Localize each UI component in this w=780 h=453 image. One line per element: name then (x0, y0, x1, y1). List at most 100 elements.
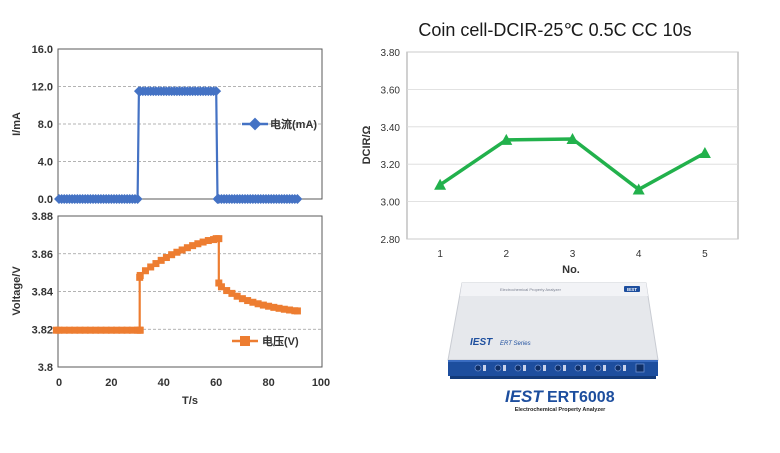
device-base (450, 376, 656, 379)
data-point (292, 194, 303, 204)
y-tick-label: 3.40 (381, 123, 401, 134)
voltage-legend-marker (240, 336, 250, 346)
x-tick-label: 1 (437, 249, 443, 260)
current-legend-label: 电流(mA) (270, 117, 317, 131)
device-top-brand: IEST (470, 337, 493, 348)
data-point (92, 326, 100, 334)
dcir-y-ticks: 2.80 3.00 3.20 3.40 3.60 3.80 (381, 48, 401, 246)
data-point (566, 132, 579, 144)
data-point (136, 326, 144, 334)
data-point (286, 306, 294, 314)
device-port (494, 364, 502, 372)
voltage-x-axis-label: T/s (182, 395, 198, 407)
data-point (194, 240, 202, 248)
data-point (60, 326, 68, 334)
device-port (594, 364, 602, 372)
current-y-axis-label: I/mA (11, 112, 23, 136)
data-point (254, 300, 262, 308)
y-tick-label: 3.84 (32, 287, 54, 299)
data-point (223, 287, 231, 295)
current-legend: 电流(mA) (242, 117, 317, 131)
voltage-chart: 3.8 3.82 3.84 3.86 3.88 0 20 40 60 80 100 Voltage… (11, 211, 330, 407)
voltage-y-ticks: 3.8 3.82 3.84 3.86 3.88 (32, 211, 54, 374)
data-point (147, 263, 155, 271)
device-port (554, 364, 562, 372)
data-point (97, 326, 105, 334)
data-point (113, 326, 121, 334)
y-tick-label: 3.8 (38, 362, 53, 374)
data-point (81, 326, 89, 334)
data-point (698, 146, 711, 158)
device-port-led (623, 365, 626, 371)
data-point (55, 326, 63, 334)
data-point (86, 326, 94, 334)
x-tick-label: 4 (636, 249, 642, 260)
device-front-panel (448, 360, 658, 376)
data-point (215, 279, 223, 287)
data-point (259, 301, 267, 309)
device-badge (624, 286, 640, 292)
data-point (293, 307, 301, 315)
data-point (211, 86, 222, 97)
device-port-led (543, 365, 546, 371)
device-port-led (603, 365, 606, 371)
data-point (183, 244, 191, 252)
x-tick-label: 60 (210, 377, 222, 389)
voltage-legend: 电压(V) (232, 334, 299, 348)
device-port (474, 364, 482, 372)
device-port (614, 364, 622, 372)
device-logo-model: ERT6008 (547, 389, 615, 406)
y-tick-label: 3.80 (381, 48, 401, 59)
y-tick-label: 2.80 (381, 235, 401, 246)
dcir-chart: Coin cell-DCIR-25℃ 0.5C CC 10s 2.80 3.00 3… (361, 20, 739, 276)
dcir-plot-area (406, 51, 739, 240)
data-point (632, 183, 645, 195)
device-port-led (563, 365, 566, 371)
data-point (280, 305, 288, 313)
data-point (173, 248, 181, 256)
voltage-y-axis-label: Voltage/V (11, 266, 23, 316)
data-point (217, 283, 225, 291)
data-point (102, 326, 110, 334)
dcir-series (434, 132, 711, 195)
voltage-series (52, 235, 301, 334)
y-tick-label: 3.60 (381, 85, 401, 96)
y-tick-label: 8.0 (38, 119, 53, 131)
data-point (215, 235, 223, 243)
x-tick-label: 80 (262, 377, 274, 389)
data-point (157, 256, 165, 264)
device-front-panel-edge (448, 360, 658, 362)
data-point (168, 251, 176, 259)
current-chart: 0.0 4.0 8.0 12.0 16.0 I/mA 电流(mA) (11, 44, 323, 206)
x-tick-label: 3 (570, 249, 576, 260)
instrument-product-image: Electrochemical Property Analyzer IEST I… (447, 282, 659, 413)
y-tick-label: 4.0 (38, 157, 53, 169)
data-point (244, 297, 252, 305)
device-top-series: ERT Series (500, 341, 531, 347)
device-port-led (523, 365, 526, 371)
data-point (204, 237, 212, 245)
data-point (249, 298, 257, 306)
device-badge-text: IEST (627, 287, 637, 292)
data-point (76, 326, 84, 334)
data-point (189, 242, 197, 250)
data-point (107, 326, 115, 334)
data-point (162, 254, 170, 262)
x-tick-label: 40 (158, 377, 170, 389)
y-tick-label: 3.82 (32, 324, 53, 336)
voltage-x-ticks: 0 20 40 60 80 100 (56, 377, 330, 389)
device-port (574, 364, 582, 372)
device-port (534, 364, 542, 372)
y-tick-label: 12.0 (32, 82, 53, 94)
y-tick-label: 3.86 (32, 249, 53, 261)
data-point (233, 292, 241, 300)
dcir-x-ticks: 1 2 3 4 5 (437, 249, 708, 260)
device-port-led (483, 365, 486, 371)
data-point (199, 238, 207, 246)
data-point (128, 326, 136, 334)
voltage-legend-label: 电压(V) (262, 334, 299, 348)
data-point (65, 326, 73, 334)
device-port-led (583, 365, 586, 371)
data-point (434, 178, 447, 190)
